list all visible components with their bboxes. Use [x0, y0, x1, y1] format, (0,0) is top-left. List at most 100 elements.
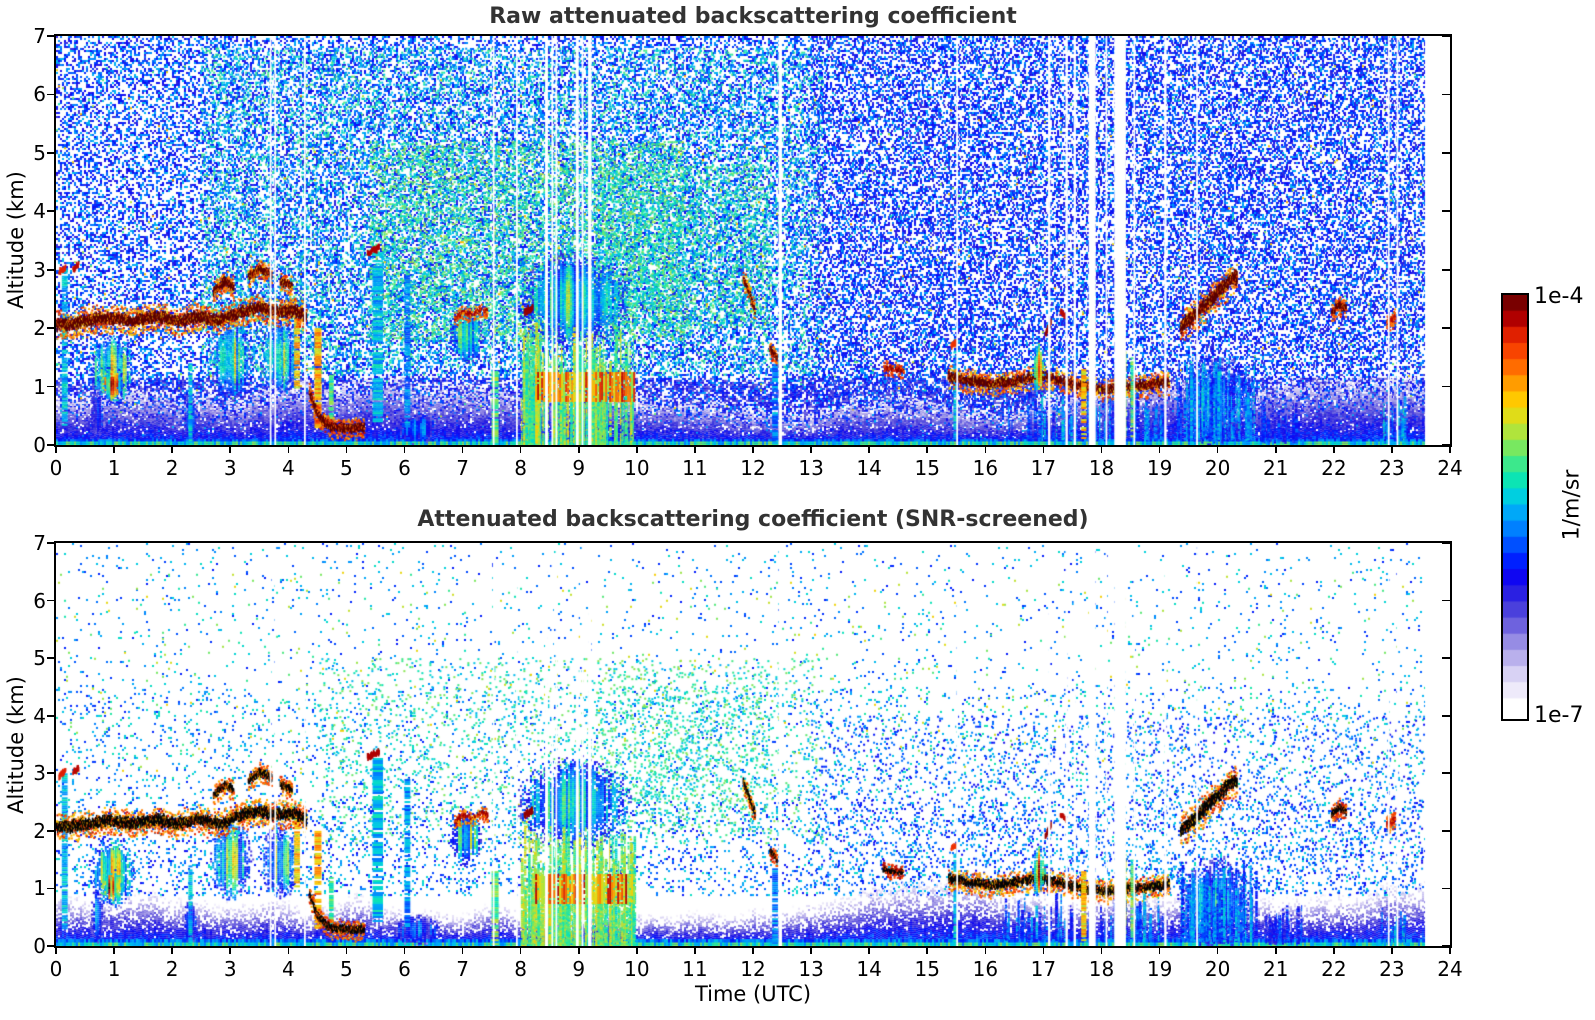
y-tick-label: 1 [33, 374, 46, 399]
y-tick-mark [47, 945, 56, 947]
x-tick-label: 13 [798, 456, 824, 480]
y-tick-mark-right [1442, 93, 1450, 96]
y-tick-mark [47, 35, 56, 37]
x-tick-mark [403, 445, 406, 453]
y-tick-label: 7 [33, 531, 46, 555]
y-tick-label: 6 [33, 588, 46, 613]
x-tick-mark [694, 445, 696, 453]
x-tick-label: 5 [340, 456, 353, 480]
y-tick-mark-right [1442, 385, 1450, 388]
x-tick-mark [984, 445, 987, 453]
x-tick-mark [1391, 946, 1393, 954]
y-tick-mark [47, 714, 56, 717]
y-tick-mark-right [1442, 714, 1450, 717]
x-tick-mark [810, 946, 812, 954]
y-tick-mark-right [1442, 945, 1450, 947]
x-tick-mark [229, 445, 232, 453]
x-tick-label: 24 [1437, 957, 1463, 981]
y-tick-mark [47, 599, 56, 602]
screened-panel-plot-area [54, 541, 1452, 948]
x-tick-label: 5 [340, 957, 353, 981]
y-tick-mark [47, 210, 56, 213]
x-tick-label: 21 [1263, 456, 1289, 480]
x-tick-mark [287, 445, 290, 453]
y-tick-label: 7 [33, 24, 46, 48]
x-tick-mark [519, 445, 522, 453]
x-tick-label: 3 [223, 957, 237, 981]
y-tick-mark-right [1442, 444, 1450, 446]
x-tick-label: 1 [107, 456, 121, 480]
screened-backscatter-heatmap [56, 543, 1450, 946]
x-tick-label: 18 [1088, 957, 1115, 981]
x-tick-mark [1158, 946, 1161, 954]
x-tick-mark [984, 946, 987, 954]
y-tick-mark [47, 657, 56, 659]
y-tick-mark [47, 772, 56, 775]
y-tick-label: 4 [33, 703, 46, 728]
y-tick-mark-right [1442, 35, 1450, 37]
x-tick-mark [55, 946, 57, 954]
x-tick-label: 14 [856, 456, 882, 480]
x-tick-mark [577, 445, 580, 453]
y-tick-mark-right [1442, 542, 1450, 544]
x-tick-label: 0 [49, 957, 63, 981]
x-tick-label: 15 [914, 456, 940, 480]
colorbar-max-label: 1e-4 [1534, 284, 1584, 309]
x-tick-label: 17 [1030, 456, 1057, 480]
y-tick-mark-right [1442, 152, 1450, 154]
x-tick-label: 0 [49, 456, 63, 480]
y-tick-label: 2 [33, 818, 46, 843]
y-tick-mark [47, 327, 56, 329]
x-tick-mark [345, 946, 348, 954]
x-tick-label: 9 [572, 957, 586, 981]
x-tick-mark [1216, 946, 1219, 954]
x-tick-mark [926, 946, 929, 954]
x-tick-mark [868, 946, 870, 954]
x-tick-mark [1042, 445, 1045, 453]
x-tick-mark [1216, 445, 1219, 453]
x-tick-mark [55, 445, 57, 453]
y-tick-mark-right [1442, 268, 1450, 271]
x-tick-mark [113, 445, 115, 453]
x-tick-mark [1158, 445, 1161, 453]
y-tick-mark-right [1442, 887, 1450, 890]
x-tick-mark [1449, 445, 1451, 453]
x-tick-label: 2 [165, 456, 179, 480]
x-tick-mark [345, 445, 348, 453]
x-tick-label: 16 [972, 957, 999, 981]
x-tick-mark [1274, 445, 1277, 453]
x-tick-mark [926, 445, 929, 453]
y-tick-label: 5 [33, 646, 46, 671]
x-tick-mark [752, 445, 754, 453]
x-tick-label: 8 [514, 957, 528, 981]
screened-panel-y-axis-label: Altitude (km) [4, 676, 28, 814]
y-tick-mark [47, 830, 56, 832]
x-tick-label: 2 [165, 957, 179, 981]
x-tick-label: 17 [1030, 957, 1057, 981]
x-tick-label: 22 [1321, 456, 1347, 480]
x-tick-mark [1042, 946, 1045, 954]
x-tick-label: 1 [107, 957, 121, 981]
y-tick-mark [47, 542, 56, 544]
y-tick-label: 3 [33, 257, 46, 282]
y-tick-mark-right [1442, 772, 1450, 775]
x-tick-label: 13 [798, 957, 824, 981]
y-tick-label: 4 [33, 199, 46, 224]
raw-panel-title: Raw attenuated backscattering coefficien… [489, 4, 1017, 29]
y-tick-label: 3 [33, 761, 46, 786]
y-tick-mark [47, 152, 56, 154]
x-tick-label: 11 [682, 957, 708, 981]
x-tick-label: 15 [914, 957, 940, 981]
y-tick-label: 0 [33, 433, 46, 457]
x-tick-mark [752, 946, 754, 954]
x-tick-label: 14 [856, 957, 882, 981]
y-tick-mark-right [1442, 210, 1450, 213]
y-tick-mark-right [1442, 830, 1450, 832]
y-tick-mark-right [1442, 599, 1450, 602]
x-tick-label: 6 [398, 456, 411, 480]
x-tick-label: 19 [1146, 957, 1173, 981]
x-tick-mark [461, 445, 464, 453]
y-tick-mark [47, 444, 56, 446]
x-tick-mark [1449, 946, 1451, 954]
x-tick-label: 8 [514, 456, 528, 480]
